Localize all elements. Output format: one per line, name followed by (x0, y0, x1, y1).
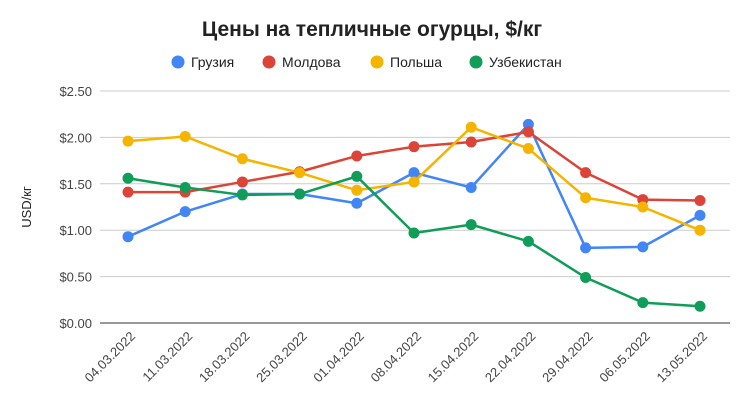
data-point (465, 121, 477, 133)
data-point (294, 167, 306, 179)
y-tick-label: $1.50 (59, 177, 92, 192)
y-tick-label: $2.00 (59, 130, 92, 145)
data-point (122, 135, 134, 147)
data-point (522, 235, 534, 247)
x-tick-label: 25.03.2022 (253, 329, 310, 386)
x-tick-label: 13.05.2022 (653, 329, 710, 386)
legend-label: Узбекистан (489, 54, 562, 70)
data-point (580, 242, 592, 254)
data-point (122, 231, 134, 243)
data-point (465, 219, 477, 231)
x-tick-label: 29.04.2022 (539, 329, 596, 386)
data-point (236, 189, 248, 201)
legend-label: Молдова (282, 54, 341, 70)
x-tick-label: 04.03.2022 (81, 329, 138, 386)
data-point (351, 184, 363, 196)
x-tick-label: 08.04.2022 (367, 329, 424, 386)
x-tick-label: 18.03.2022 (196, 329, 253, 386)
data-point (637, 201, 649, 213)
legend-marker (262, 55, 276, 69)
data-point (122, 186, 134, 198)
data-point (179, 182, 191, 194)
x-tick-label: 01.04.2022 (310, 329, 367, 386)
data-point (465, 182, 477, 194)
data-point (580, 272, 592, 284)
data-point (694, 195, 706, 207)
y-tick-label: $0.00 (59, 316, 92, 331)
y-axis-label: USD/кг (19, 186, 34, 228)
x-tick-label: 22.04.2022 (482, 329, 539, 386)
legend-marker (171, 55, 185, 69)
legend-marker (370, 55, 384, 69)
chart-title: Цены на тепличные огурцы, $/кг (202, 18, 542, 41)
legend-item: Узбекистан (469, 54, 562, 70)
data-point (351, 197, 363, 209)
y-axis-ticks: $0.00 $0.50 $1.00 $1.50 $2.00 $2.50 (59, 84, 92, 331)
data-point (179, 206, 191, 218)
y-tick-label: $1.00 (59, 223, 92, 238)
legend-marker (469, 55, 483, 69)
data-point (694, 209, 706, 221)
data-point (522, 126, 534, 138)
data-point (522, 143, 534, 155)
data-point (408, 141, 420, 153)
x-tick-label: 06.05.2022 (596, 329, 653, 386)
data-point (408, 227, 420, 239)
legend-item: Польша (370, 54, 442, 70)
data-point (637, 241, 649, 253)
data-point (236, 153, 248, 165)
y-tick-label: $0.50 (59, 270, 92, 285)
data-point (637, 297, 649, 309)
series-lines (122, 118, 706, 312)
data-point (408, 176, 420, 188)
data-point (122, 172, 134, 184)
data-point (580, 192, 592, 204)
y-tick-label: $2.50 (59, 84, 92, 99)
data-point (580, 167, 592, 179)
legend-item: Грузия (171, 54, 234, 70)
data-point (465, 136, 477, 148)
legend: Грузия Молдова Польша Узбекистан (171, 54, 562, 70)
data-point (351, 170, 363, 182)
data-point (236, 176, 248, 188)
data-point (694, 300, 706, 312)
legend-item: Молдова (262, 54, 341, 70)
data-point (694, 224, 706, 236)
series-line (127, 175, 701, 308)
data-point (351, 150, 363, 162)
data-point (179, 130, 191, 142)
legend-label: Польша (390, 54, 442, 70)
data-point (408, 167, 420, 179)
x-axis-ticks: 04.03.2022 11.03.2022 18.03.2022 25.03.2022… (81, 329, 710, 386)
x-tick-label: 11.03.2022 (139, 329, 195, 385)
legend-label: Грузия (191, 54, 234, 70)
x-tick-label: 15.04.2022 (425, 329, 482, 386)
data-point (294, 188, 306, 200)
